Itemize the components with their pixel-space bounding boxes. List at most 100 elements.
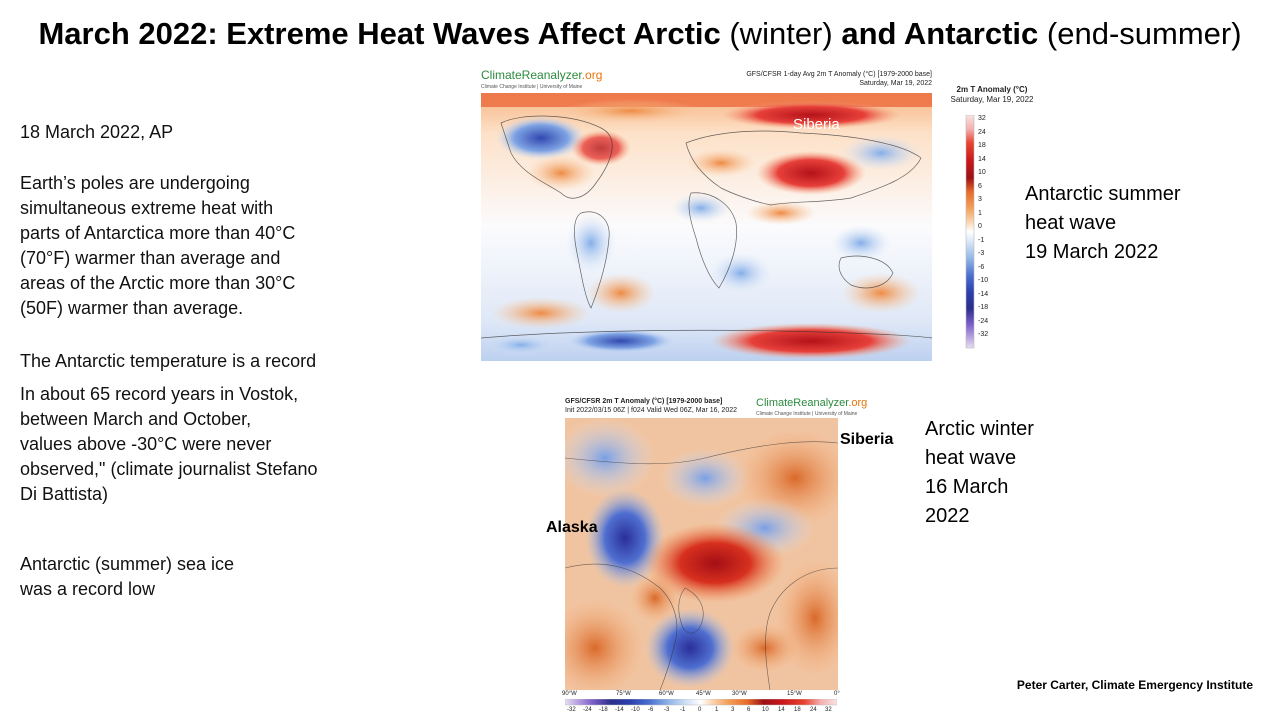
map2-tick: -14 <box>615 707 624 713</box>
map1-tick: 1 <box>978 209 982 217</box>
intro-line: (70°F) warmer than average and <box>20 248 281 268</box>
title-part-3: and Antarctic <box>841 16 1039 51</box>
map2-lon-tick: 15°W <box>787 691 802 697</box>
date-line: 18 March 2022, AP <box>20 122 174 142</box>
quote-line: observed," (climate journalist Stefano <box>20 459 318 479</box>
map2-lon-tick: 75°W <box>616 691 631 697</box>
map2-colorbar <box>565 699 837 706</box>
map2-tick: -1 <box>680 707 686 713</box>
map1-caption-line: 19 March 2022 <box>1025 241 1159 263</box>
map2-caption: Arctic winter heat wave 16 March 2022 <box>925 415 1034 531</box>
map1-logo-main: ClimateReanalyzer <box>481 68 582 82</box>
map2-tick: 0 <box>698 707 702 713</box>
map2-tick: 18 <box>794 707 801 713</box>
map2-tick: 14 <box>778 707 785 713</box>
map1-caption-line: heat wave <box>1025 212 1117 234</box>
map1-caption: Antarctic summer heat wave 19 March 2022 <box>1025 180 1181 267</box>
title-part-4: (end-summer) <box>1038 16 1242 51</box>
map2-lon-tick: 90°W <box>562 691 577 697</box>
map1-logo-org: .org <box>581 68 603 82</box>
map1-logo: ClimateReanalyzer.org <box>481 68 602 82</box>
map1-header-line2: Saturday, Mar 19, 2022 <box>859 80 932 87</box>
map2-header-line1: GFS/CFSR 2m T Anomaly (°C) [1979-2000 ba… <box>565 398 723 405</box>
map2-caption-line: 16 March <box>925 476 1009 498</box>
intro-line: simultaneous extreme heat with <box>20 198 274 218</box>
slide-title: March 2022: Extreme Heat Waves Affect Ar… <box>0 14 1280 54</box>
map1-legend-title: 2m T Anomaly (°C) Saturday, Mar 19, 2022 <box>940 85 1044 105</box>
map1-header: GFS/CFSR 1-day Avg 2m T Anomaly (°C) [19… <box>680 70 932 88</box>
map2-caption-line: Arctic winter <box>925 418 1034 440</box>
map2-tick: -18 <box>599 707 608 713</box>
map2-logo-main: ClimateReanalyzer <box>756 397 849 409</box>
map2-colorbar-ticks: -32 -24 -18 -14 -10 -6 -3 -1 0 1 3 6 10 … <box>565 707 840 717</box>
map1-tick: -32 <box>978 331 989 338</box>
author-credit: Peter Carter, Climate Emergency Institut… <box>1016 678 1253 692</box>
map1-siberia-label: Siberia <box>793 116 840 133</box>
title-part-2: (winter) <box>720 16 842 51</box>
intro-line: (50F) warmer than average. <box>20 298 244 318</box>
quote-line: values above -30°C were never <box>20 434 272 454</box>
map2-lon-tick: 60°W <box>659 691 674 697</box>
map1-legend-title-line1: 2m T Anomaly (°C) <box>956 85 1028 94</box>
map2-lon-tick: 30°W <box>732 691 747 697</box>
map2-caption-line: 2022 <box>925 505 970 527</box>
map2-tick: 1 <box>715 707 719 713</box>
map1-tick: -18 <box>978 304 989 311</box>
map1-tick: 24 <box>978 128 986 136</box>
sea-ice-line: Antarctic (summer) sea ice <box>20 554 235 574</box>
quote-line: Di Battista) <box>20 484 109 504</box>
map1-tick: -3 <box>978 250 985 257</box>
intro-line: parts of Antarctica more than 40°C <box>20 223 296 243</box>
map1-tick: 14 <box>978 155 986 163</box>
map1-legend-title-line2: Saturday, Mar 19, 2022 <box>950 95 1034 104</box>
quote-line: between March and October, <box>20 409 252 429</box>
map1-tick: 6 <box>978 182 982 190</box>
map1-tick: -1 <box>978 236 985 244</box>
map2-header: GFS/CFSR 2m T Anomaly (°C) [1979-2000 ba… <box>565 397 765 415</box>
map2-siberia-label: Siberia <box>840 431 894 448</box>
map1-tick: -24 <box>978 317 989 325</box>
map2-caption-line: heat wave <box>925 447 1017 469</box>
map2-tick: -24 <box>583 707 592 713</box>
map2-tick: 3 <box>731 707 735 713</box>
map2-alaska-label: Alaska <box>546 519 598 536</box>
map2-lon-tick: 0° <box>834 691 840 697</box>
map1-tick: 18 <box>978 142 986 149</box>
sea-ice-paragraph: Antarctic (summer) sea ice was a record … <box>20 552 234 602</box>
map1-tick: 32 <box>978 115 986 122</box>
map2-tick: 32 <box>825 707 832 713</box>
global-anomaly-map: Siberia <box>481 93 932 361</box>
map2-tick: -6 <box>648 707 654 713</box>
map1-caption-line: Antarctic summer <box>1025 183 1181 205</box>
intro-paragraph: Earth’s poles are undergoing simultaneou… <box>20 171 295 321</box>
map2-tick: 24 <box>810 707 817 713</box>
map1-header-line1: GFS/CFSR 1-day Avg 2m T Anomaly (°C) [19… <box>746 71 932 78</box>
map2-tick: -32 <box>567 707 576 713</box>
map2-tick: -10 <box>631 707 640 713</box>
map1-tick: 3 <box>978 196 982 203</box>
map1-logo-sub: Climate Change Institute | University of… <box>481 84 583 90</box>
map2-logo: ClimateReanalyzer.org <box>756 397 867 409</box>
map2-logo-org: .org <box>848 397 868 409</box>
intro-line: Earth’s poles are undergoing <box>20 173 250 193</box>
map2-header-line2: Init 2022/03/15 06Z | f024 Valid Wed 06Z… <box>565 407 738 414</box>
record-line: The Antarctic temperature is a record <box>20 351 317 371</box>
map1-tick: 0 <box>978 223 982 230</box>
quote-line: In about 65 record years in Vostok, <box>20 384 299 404</box>
sea-ice-line: was a record low <box>20 579 156 599</box>
quote-paragraph: In about 65 record years in Vostok, betw… <box>20 382 318 507</box>
map2-tick: 6 <box>747 707 751 713</box>
title-part-1: March 2022: Extreme Heat Waves Affect Ar… <box>38 16 721 51</box>
map2-logo-sub: Climate Change Institute | University of… <box>756 411 858 417</box>
map1-colorbar-ticks: 32 24 18 14 10 6 3 1 0 -1 -3 -6 -10 -14 … <box>978 115 1008 350</box>
map2-tick: -3 <box>664 707 670 713</box>
map1-tick: -14 <box>978 290 989 298</box>
arctic-anomaly-map <box>565 418 838 690</box>
map2-tick: 10 <box>762 707 769 713</box>
map2-lon-tick: 45°W <box>696 691 711 697</box>
intro-line: areas of the Arctic more than 30°C <box>20 273 296 293</box>
map1-tick: -6 <box>978 263 985 271</box>
map1-tick: 10 <box>978 169 986 176</box>
map1-tick: -10 <box>978 277 989 284</box>
map1-colorbar <box>965 115 975 349</box>
